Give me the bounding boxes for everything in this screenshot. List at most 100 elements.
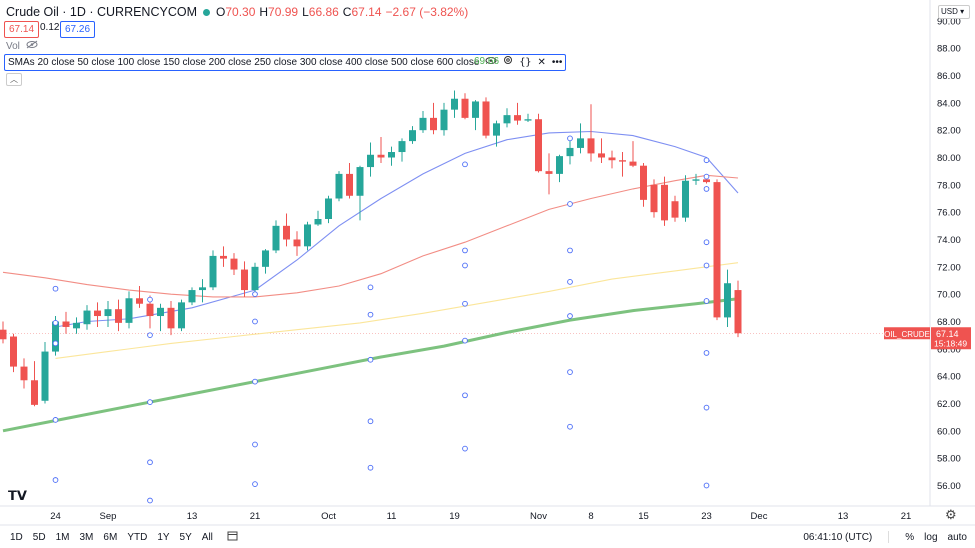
candle-body (514, 115, 521, 121)
candle-body (398, 141, 406, 153)
buy-price-box[interactable]: 67.26 (60, 21, 96, 38)
y-tick-label: 56.00 (937, 481, 961, 492)
range-button-5y[interactable]: 5Y (179, 531, 192, 543)
ohlc-readout: O70.30 H70.99 L66.86 C67.14 −2.67 (−3.82%) (216, 5, 472, 19)
marker-dot (252, 481, 258, 487)
y-tick-label: 76.00 (937, 208, 961, 219)
candle-body (682, 180, 689, 218)
x-tick-label: Sep (100, 511, 117, 522)
candle-body (146, 303, 154, 317)
candle-body (314, 219, 322, 225)
candle-body (482, 101, 490, 136)
range-button-6m[interactable]: 6M (103, 531, 118, 543)
eye-off-icon[interactable] (26, 40, 38, 52)
marker-dot (52, 285, 59, 292)
candle-body (73, 322, 80, 329)
sma-legend[interactable]: SMAs 20 close 50 close 100 close 150 clo… (4, 54, 567, 71)
marker-dot (367, 356, 374, 363)
marker-dot (703, 482, 710, 489)
range-button-5d[interactable]: 5D (32, 531, 46, 543)
symbol-title[interactable]: Crude Oil · 1D · CURRENCYCOM (6, 5, 197, 19)
range-button-1m[interactable]: 1M (55, 531, 70, 543)
sma-line (55, 262, 739, 359)
candle-body (734, 290, 742, 334)
candle-body (241, 269, 248, 291)
candle-body (367, 154, 374, 168)
marker-dot (367, 464, 374, 471)
marker-dot (147, 399, 153, 405)
marker-dot (462, 392, 468, 399)
candle-body (104, 309, 112, 317)
market-open-dot (203, 8, 210, 16)
marker-dot (567, 369, 573, 375)
bottom-toolbar: 1D 5D 1M 3M 6M YTD 1Y 5Y All 06:41:10 (UTC) % lo… (0, 526, 975, 548)
candle-body (31, 380, 38, 405)
marker-dot (567, 135, 573, 142)
y-tick-label: 70.00 (937, 290, 961, 301)
candle-body (377, 154, 385, 158)
candle-body (661, 184, 668, 221)
range-button-1d[interactable]: 1D (10, 531, 23, 543)
candle-body (451, 98, 458, 110)
range-buttons: 1D 5D 1M 3M 6M YTD 1Y 5Y All (10, 532, 213, 543)
range-button-all[interactable]: All (201, 531, 213, 543)
gear-icon[interactable]: ⚙ (945, 507, 957, 522)
percent-toggle[interactable]: % (905, 531, 915, 543)
candle-body (178, 302, 185, 329)
x-tick-label: 19 (449, 511, 460, 522)
marker-dot (462, 300, 468, 307)
candle-body (125, 298, 133, 323)
y-tick-label: 82.00 (937, 126, 961, 137)
y-tick-label: 68.00 (937, 317, 961, 328)
y-tick-label: 86.00 (937, 71, 961, 82)
candle-body (535, 119, 542, 172)
marker-dot (703, 239, 710, 246)
log-toggle[interactable]: log (924, 531, 938, 543)
candle-body (556, 156, 563, 174)
sma-legend-label: SMAs 20 close 50 close 100 close 150 clo… (8, 57, 480, 68)
ohlc-value: 70.30 (225, 5, 256, 19)
candle-body (209, 255, 217, 288)
candle-body (409, 130, 416, 142)
sma-line (2, 174, 739, 298)
clock-time[interactable]: 06:41:10 (UTC) (803, 531, 873, 543)
marker-dot (367, 418, 374, 425)
sell-price-box[interactable]: 67.14 (4, 21, 40, 38)
candle-body (598, 153, 605, 158)
candle-body (220, 255, 227, 259)
marker-dot (703, 350, 710, 356)
candle-body (52, 321, 59, 352)
candle-body (262, 250, 269, 267)
range-button-3m[interactable]: 3M (79, 531, 94, 543)
auto-toggle[interactable]: auto (947, 531, 967, 543)
candle-body (493, 123, 500, 136)
currency-selector[interactable]: USD ▾ (938, 5, 970, 19)
eye-icon[interactable] (485, 55, 497, 70)
x-tick-label: Dec (751, 511, 768, 522)
ohlc-item: H70.99 (259, 5, 298, 19)
range-button-ytd[interactable]: YTD (127, 531, 148, 543)
candle-body (608, 157, 616, 161)
candle-body (335, 173, 343, 199)
candle-body (461, 98, 469, 118)
candle-body (619, 160, 626, 162)
range-button-1y[interactable]: 1Y (157, 531, 170, 543)
settings-icon[interactable] (503, 55, 513, 70)
more-icon[interactable]: ••• (551, 57, 563, 68)
x-tick-label: 8 (588, 511, 593, 522)
date-range-icon[interactable] (227, 530, 238, 544)
tradingview-logo-icon: 𝗧𝗩 (8, 488, 27, 503)
marker-dot (52, 340, 59, 347)
source-code-icon[interactable]: {} (519, 57, 532, 68)
ohlc-value: 70.99 (268, 5, 299, 19)
collapse-legend-button[interactable]: ︿ (6, 73, 22, 86)
candle-body (356, 167, 364, 196)
y-tick-label: 88.00 (937, 44, 961, 55)
volume-label: Vol (6, 40, 20, 52)
marker-dot (462, 247, 468, 254)
candle-body (115, 309, 122, 323)
marker-dot (703, 404, 710, 411)
close-icon[interactable]: ✕ (537, 57, 546, 68)
marker-dot (703, 262, 710, 269)
